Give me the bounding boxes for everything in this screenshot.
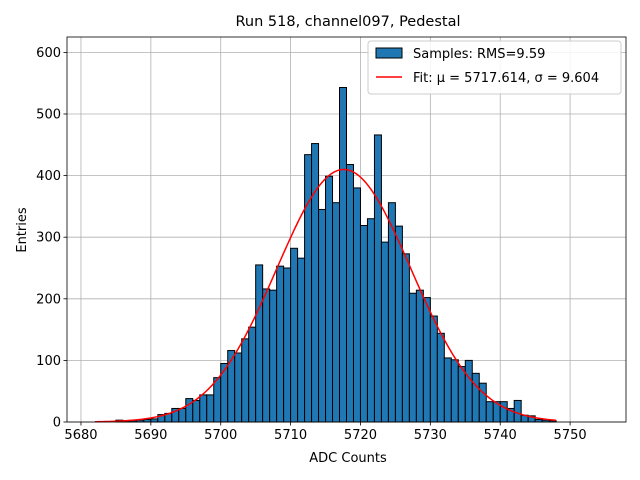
histogram-bar — [241, 338, 250, 423]
legend-fit-label: Fit: μ = 5717.614, σ = 9.604 — [413, 71, 599, 86]
histogram-bar — [429, 315, 438, 423]
histogram-bar — [464, 359, 473, 423]
histogram-bar — [290, 247, 299, 423]
x-tick-label: 5740 — [484, 428, 517, 443]
histogram-bar — [311, 143, 320, 423]
histogram-bar — [387, 202, 396, 423]
histogram-bar — [234, 352, 243, 423]
histogram-bar — [248, 326, 257, 423]
histogram-bar — [471, 372, 480, 423]
histogram-bar — [352, 187, 361, 423]
axis-ticks: 5680 5690 5700 5710 5720 5730 5740 5750 0 100 200 3… — [36, 46, 586, 443]
histogram-bar — [150, 418, 159, 423]
plot-frame — [66, 36, 627, 423]
histogram-bar — [380, 241, 389, 423]
x-tick-label: 5700 — [204, 428, 237, 443]
histogram-bar — [394, 225, 403, 423]
histogram-bar — [415, 289, 424, 423]
histogram-bar — [373, 134, 382, 423]
histogram-bar — [318, 208, 327, 423]
histogram-bar — [220, 362, 229, 423]
histogram-bar — [485, 401, 494, 423]
y-tick-label: 500 — [36, 108, 61, 123]
histogram-bar — [192, 399, 201, 423]
y-tick-label: 100 — [36, 354, 61, 369]
legend-histogram-swatch — [375, 47, 403, 59]
histogram-bar — [262, 288, 271, 423]
x-axis-label: ADC Counts — [309, 451, 387, 466]
histogram-bar — [401, 253, 410, 423]
histogram-bar — [178, 407, 187, 423]
x-tick-label: 5750 — [554, 428, 587, 443]
histogram-bar — [304, 154, 313, 423]
histogram-bar — [513, 399, 522, 423]
fit-curve — [94, 168, 557, 423]
x-tick-label: 5710 — [274, 428, 307, 443]
histogram-bar — [199, 394, 208, 423]
histogram-bar — [255, 264, 264, 423]
histogram-bar — [359, 224, 368, 423]
histogram-bar — [283, 267, 292, 423]
legend-histogram-label: Samples: RMS=9.59 — [413, 47, 545, 62]
histogram-bar — [436, 332, 445, 423]
y-tick-label: 300 — [36, 231, 61, 246]
y-tick-label: 200 — [36, 292, 61, 307]
histogram-bar — [450, 359, 459, 423]
histogram-bar — [457, 366, 466, 423]
histogram-bar — [276, 265, 285, 423]
legend-box — [367, 40, 622, 95]
x-tick-label: 5680 — [64, 428, 97, 443]
histogram-bar — [332, 202, 341, 423]
x-tick-label: 5690 — [134, 428, 167, 443]
histogram-bar — [366, 218, 375, 423]
histogram-bar — [297, 257, 306, 423]
histogram-bar — [478, 382, 487, 423]
y-tick-label: 400 — [36, 169, 61, 184]
x-tick-label: 5730 — [414, 428, 447, 443]
histogram-bar — [325, 175, 334, 423]
histogram-bar — [213, 377, 222, 423]
x-tick-label: 5720 — [344, 428, 377, 443]
histogram-bar — [499, 401, 508, 423]
y-axis-label: Entries — [15, 207, 30, 253]
histogram-bar — [443, 357, 452, 423]
histogram-bar — [422, 297, 431, 423]
legend: Samples: RMS=9.59 Fit: μ = 5717.614, σ =… — [367, 40, 622, 95]
histogram-bar — [206, 394, 215, 423]
histogram-bar — [269, 289, 278, 423]
histogram-bar — [339, 87, 348, 423]
histogram-bar — [346, 164, 354, 423]
y-tick-label: 600 — [36, 46, 61, 61]
histogram-bar — [408, 292, 417, 423]
chart-title: Run 518, channel097, Pedestal — [235, 14, 460, 30]
y-tick-label: 0 — [53, 416, 61, 431]
